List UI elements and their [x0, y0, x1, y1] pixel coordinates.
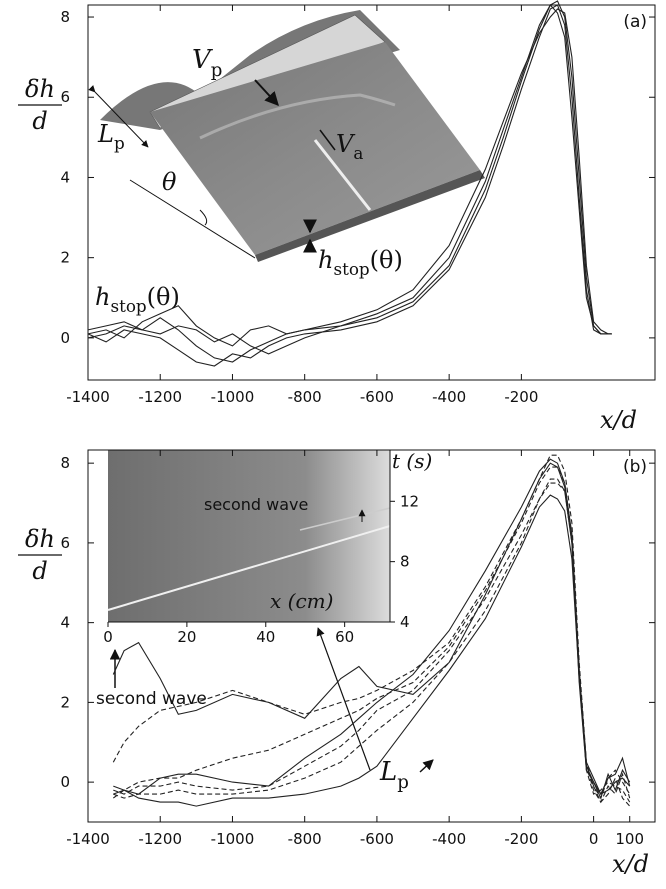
inset-label: θ — [162, 168, 177, 196]
label-subscript: a — [353, 143, 363, 163]
inset-x-tick-label: 0 — [103, 628, 113, 646]
x-tick-label: -1000 — [211, 830, 255, 848]
lp-direction-arrow — [316, 627, 371, 771]
label-subscript: p — [397, 772, 409, 793]
inset-label: Va — [336, 130, 363, 163]
label-part: L — [97, 120, 114, 148]
label-part: θ — [162, 168, 177, 196]
x-tick-label: -200 — [504, 830, 538, 848]
y-tick-label: 2 — [60, 693, 70, 711]
y-label-numerator: δh — [25, 525, 55, 553]
wave-trace — [107, 525, 391, 611]
x-tick-label: -1200 — [138, 388, 182, 406]
inset-photo — [88, 10, 485, 262]
x-axis-label: x/d — [600, 406, 637, 434]
annotation: Lp — [379, 757, 409, 793]
data-line — [113, 458, 631, 796]
annotation: hstop(θ) — [95, 283, 180, 316]
label-part: V — [192, 45, 213, 75]
y-tick-label: 4 — [60, 614, 70, 632]
data-line — [112, 462, 631, 800]
inset-x-label: x (cm) — [270, 589, 333, 613]
inset-y-tick-label: 8 — [400, 553, 410, 571]
label-subscript: stop — [110, 296, 146, 316]
plot-frame — [87, 449, 656, 823]
x-tick-label: -600 — [360, 388, 394, 406]
x-tick-label: 100 — [615, 830, 644, 848]
data-line — [87, 4, 612, 367]
label-part: (θ) — [370, 246, 403, 274]
label-part: V — [336, 130, 356, 158]
data-line — [113, 494, 631, 807]
y-tick-label: 4 — [60, 168, 70, 186]
inset-label: Vp — [192, 45, 222, 81]
y-tick-label: 6 — [60, 88, 70, 106]
x-tick-label: -400 — [432, 388, 466, 406]
plot-frame — [87, 4, 656, 381]
inset-y-label: t (s) — [392, 449, 432, 473]
data-line — [87, 0, 612, 363]
y-tick-label: 2 — [60, 249, 70, 267]
x-tick-label: -200 — [504, 388, 538, 406]
data-line — [112, 466, 631, 804]
x-tick-label: -400 — [432, 830, 466, 848]
inset-y-tick-label: 12 — [400, 492, 419, 510]
annotation: second wave — [96, 689, 207, 709]
data-line — [113, 482, 631, 803]
y-tick-label: 0 — [60, 329, 70, 347]
x-axis-label: x/d — [612, 850, 649, 878]
x-tick-label: -1400 — [66, 388, 110, 406]
inset-image — [107, 450, 391, 622]
front — [199, 93, 396, 140]
inset-x-tick-label: 60 — [335, 628, 354, 646]
y-tick-label: 0 — [60, 773, 70, 791]
label-subscript: p — [114, 133, 125, 153]
y-label-denominator: d — [32, 557, 47, 585]
panel-label: (b) — [623, 457, 647, 477]
x-tick-label: -800 — [288, 388, 322, 406]
inset-x-tick-label: 20 — [177, 628, 196, 646]
label-part: L — [379, 757, 397, 787]
data-line — [87, 4, 612, 355]
image — [108, 450, 390, 622]
inset-y-tick-label: 4 — [400, 613, 410, 631]
y-tick-label: 8 — [60, 454, 70, 472]
x-tick-label: -1200 — [138, 830, 182, 848]
theta-line — [129, 179, 256, 259]
label-subscript: stop — [333, 259, 369, 279]
x-tick-label: -800 — [288, 830, 322, 848]
inset-label: Lp — [97, 120, 125, 153]
y-tick-label: 6 — [60, 534, 70, 552]
y-tick-label: 8 — [60, 8, 70, 26]
x-tick-label: -600 — [360, 830, 394, 848]
panel-label: (a) — [623, 12, 647, 32]
x-tick-label: 0 — [589, 830, 599, 848]
va-line — [319, 129, 336, 151]
x-tick-label: -1400 — [66, 830, 110, 848]
y-label-denominator: d — [32, 107, 47, 135]
plate — [150, 42, 480, 255]
inset-annotation: second wave — [204, 495, 308, 514]
y-label-numerator: δh — [25, 75, 55, 103]
theta-arc — [199, 209, 208, 226]
inset-label: hstop(θ) — [318, 246, 403, 279]
streak — [313, 139, 372, 211]
lp-arrow — [88, 85, 149, 148]
vp-arrow — [254, 79, 279, 107]
lp-small-arrow — [419, 759, 434, 773]
second-wave-trace — [299, 507, 391, 531]
x-tick-label: -1000 — [211, 388, 255, 406]
label-subscript: p — [211, 60, 223, 81]
inset-x-tick-label: 40 — [256, 628, 275, 646]
label-part: h — [95, 283, 110, 311]
data-line — [87, 8, 612, 347]
label-part: (θ) — [147, 283, 180, 311]
label-part: h — [318, 246, 333, 274]
